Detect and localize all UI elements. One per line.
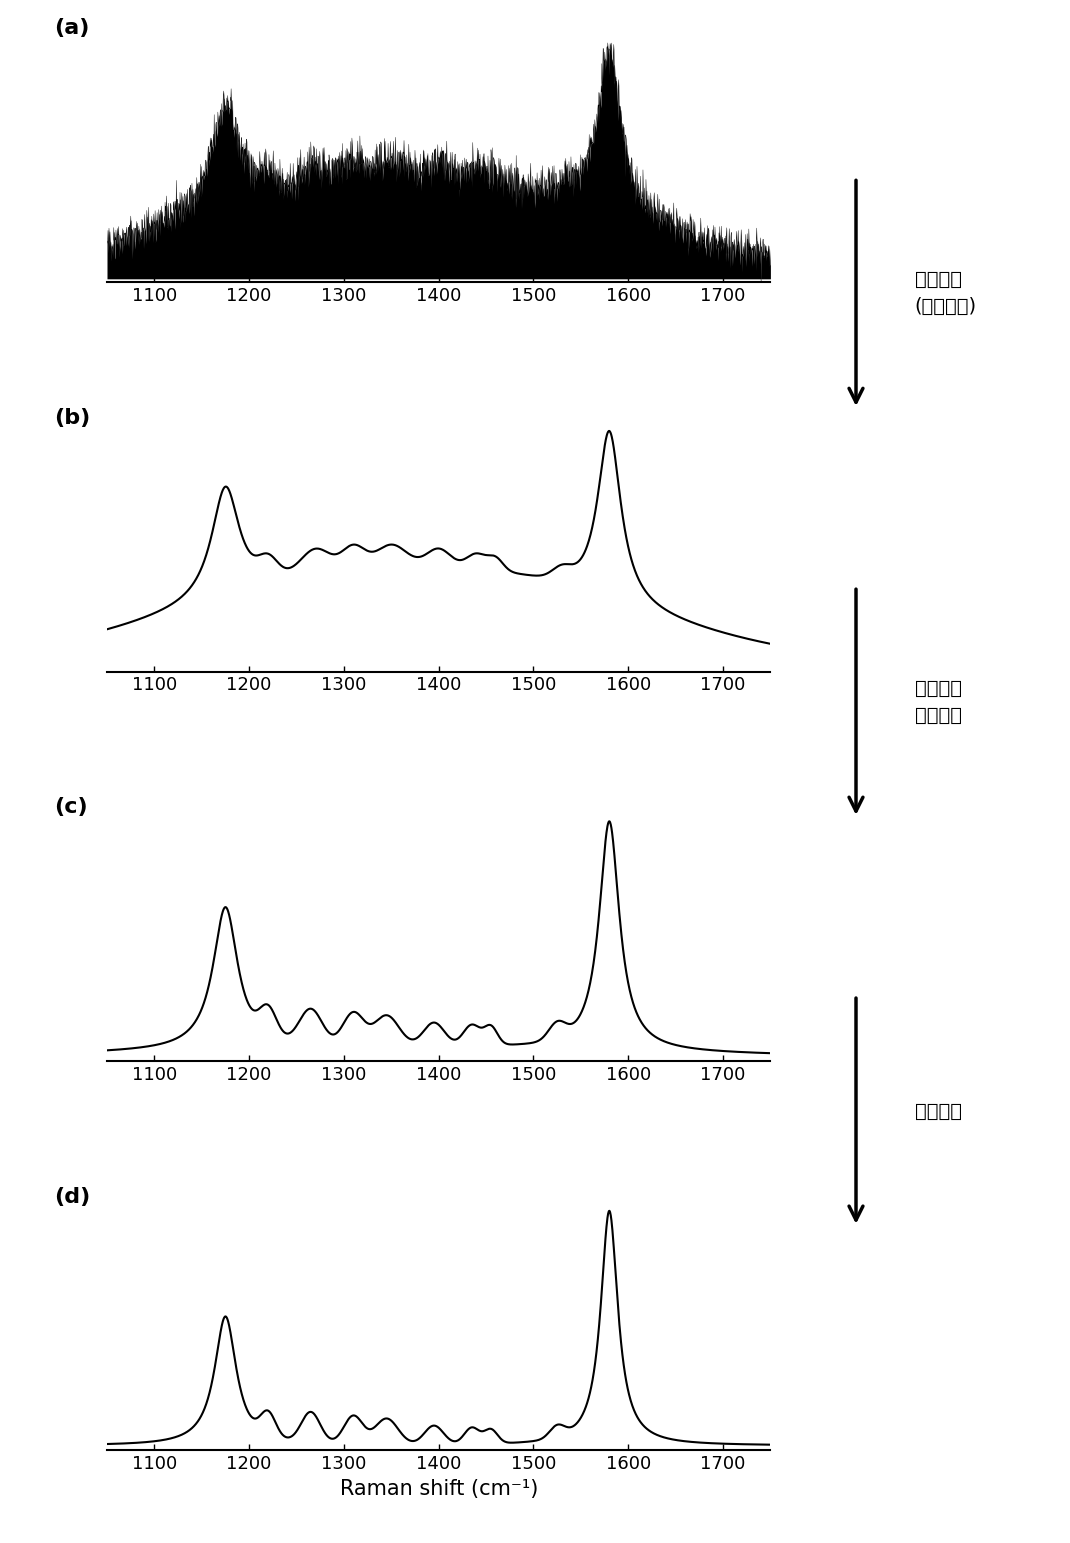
X-axis label: Raman shift (cm⁻¹): Raman shift (cm⁻¹) — [339, 1478, 538, 1498]
Text: (c): (c) — [54, 798, 88, 818]
Text: (b): (b) — [54, 407, 90, 427]
Text: 相位提取
基线校正: 相位提取 基线校正 — [915, 679, 962, 725]
Text: (d): (d) — [54, 1187, 90, 1207]
Text: 低通滤波
(包络提取): 低通滤波 (包络提取) — [915, 270, 977, 316]
Text: 强度校正: 强度校正 — [915, 1102, 962, 1120]
Text: (a): (a) — [54, 19, 89, 39]
